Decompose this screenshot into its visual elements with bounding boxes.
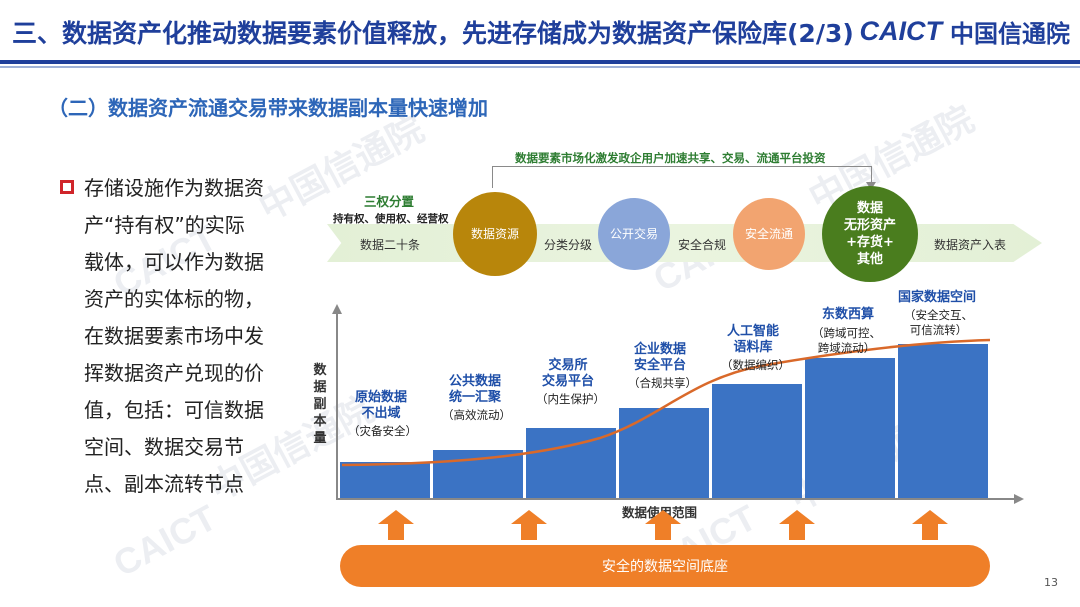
step-note-7: （安全交互、 可信流转） [904,308,973,338]
step-note-line: 跨域流动） [817,341,876,355]
step-title-line: 企业数据 [634,342,687,357]
step-title-3: 交易所 交易平台 [542,358,594,390]
circle-safe-circulation: 安全流通 [733,198,805,270]
header-divider-thin [0,66,1080,68]
bullet-square-icon [60,180,74,194]
step-title-5: 人工智能 语料库 [727,324,779,356]
circle-label-line: 无形资产 [843,218,896,233]
growth-curve [341,338,991,467]
circle-label-line: 其他 [856,252,883,267]
rights-sub: 持有权、使用权、经营权 [333,213,449,225]
step-note-6: （跨域可控、 跨域流动） [812,326,881,356]
circle-label-line: 数据 [856,201,883,216]
up-arrow-icon [779,510,815,540]
up-arrow-icon [378,510,414,540]
step-title-1: 原始数据 不出域 [355,390,407,422]
step-bar-5 [712,384,802,498]
step-bar-7 [898,344,988,498]
logo-mark: CAICT [859,16,943,46]
caict-logo: CAICT 中国信通院 [860,14,1071,49]
slide-header: 三、数据资产化推动数据要素价值释放，先进存储成为数据资产保险库(2/3) CAI… [0,0,1080,68]
flow-label-mid2: 安全合规 [678,238,727,252]
circle-label: 公开交易 [609,227,658,241]
step-title-line: 交易所 [548,358,588,373]
step-note-4: （合规共享） [628,376,697,390]
up-arrow-icon [645,510,681,540]
step-note-line: （跨域可控、 [812,326,881,340]
bullet-text: 存储设施作为数据资产“持有权”的实际载体，可以作为数据资产的实体标的物，在数据要… [84,176,264,496]
circle-data-asset: 数据 无形资产 +存货+ 其他 [822,186,918,282]
flow-label-start: 数据二十条 [360,238,421,252]
step-note-line: 可信流转） [909,323,968,337]
flow-label-end: 数据资产入表 [934,238,1007,252]
x-axis-label: 数据使用范围 [622,505,698,520]
step-title-line: 东数西算 [822,307,875,322]
step-title-line: 交易平台 [542,374,595,389]
step-note-2: （高效流动） [442,408,511,422]
step-title-line: 人工智能 [727,324,780,339]
flow-top-text: 数据要素市场化激发政企用户加速共享、交易、流通平台投资 [515,151,826,165]
step-title-2: 公共数据 统一汇聚 [449,374,501,406]
secure-data-space-base: 安全的数据空间底座 [340,545,990,587]
step-bar-1 [340,462,430,498]
section-subtitle: （二）数据资产流通交易带来数据副本量快速增加 [48,96,488,120]
base-bar-label: 安全的数据空间底座 [602,559,728,575]
step-chart: 数据副本量 数据使用范围 原始数据 不出域 （灾备安全） 公共数据 统一汇聚 （高效… [300,290,1060,600]
step-bar-3 [526,428,616,498]
y-axis-label: 数据副本量 [313,363,327,446]
step-title-7: 国家数据空间 [898,290,976,306]
circle-public-trade: 公开交易 [598,198,670,270]
step-title-4: 企业数据 安全平台 [634,342,686,374]
watermark: CAICT [106,496,223,585]
circle-data-resource: 数据资源 [453,192,537,276]
rights-title: 三权分置 [364,194,415,209]
page-number: 13 [1044,576,1058,589]
x-axis [336,498,1016,500]
step-bar-6 [805,358,895,498]
circle-label: 安全流通 [744,227,793,241]
step-title-line: 不出域 [361,406,401,421]
slide-title: 三、数据资产化推动数据要素价值释放，先进存储成为数据资产保险库(2/3) [12,19,854,48]
step-title-line: 统一汇聚 [449,390,502,405]
step-note-5: （数据编织） [721,358,790,372]
step-title-line: 安全平台 [634,358,687,373]
circle-label-line: +存货+ [846,235,894,250]
header-divider [0,60,1080,64]
y-axis [336,312,338,500]
flow-label-mid1: 分类分级 [544,238,593,252]
step-note-1: （灾备安全） [348,424,417,438]
up-arrow-icon [912,510,948,540]
step-title-line: 语料库 [733,340,773,355]
step-title-6: 东数西算 [822,307,874,323]
x-axis-arrow-icon [1014,494,1024,504]
logo-text: 中国信通院 [950,20,1070,48]
circle-label: 数据资源 [470,227,519,241]
y-axis-arrow-icon [332,304,342,314]
flow-band [327,224,1042,262]
flow-top-connector [492,166,872,188]
step-title-line: 公共数据 [449,374,502,389]
step-title-line: 原始数据 [355,390,408,405]
step-note-line: （安全交互、 [904,308,973,322]
step-title-line: 国家数据空间 [898,290,977,305]
step-note-3: （内生保护） [536,392,605,406]
up-arrow-icon [511,510,547,540]
